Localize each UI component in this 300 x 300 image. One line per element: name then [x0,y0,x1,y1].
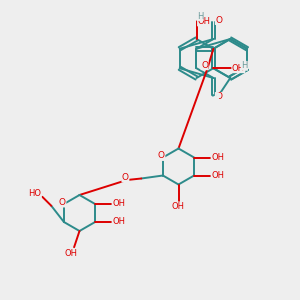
Text: OH: OH [211,153,224,162]
Text: OH: OH [112,218,125,226]
Text: O: O [158,152,165,160]
Text: OH: OH [112,200,125,208]
Text: OH: OH [232,64,245,73]
Text: O: O [215,92,222,101]
Text: OH: OH [197,17,211,26]
Text: O: O [215,16,222,25]
Text: H: H [197,11,203,20]
Text: OH: OH [211,171,224,180]
Text: O: O [201,61,208,70]
Text: O: O [59,198,66,207]
Text: H: H [241,61,248,70]
Text: O: O [122,173,129,182]
Text: HO: HO [28,189,41,198]
Text: OH: OH [172,202,185,211]
Text: OH: OH [64,249,78,258]
